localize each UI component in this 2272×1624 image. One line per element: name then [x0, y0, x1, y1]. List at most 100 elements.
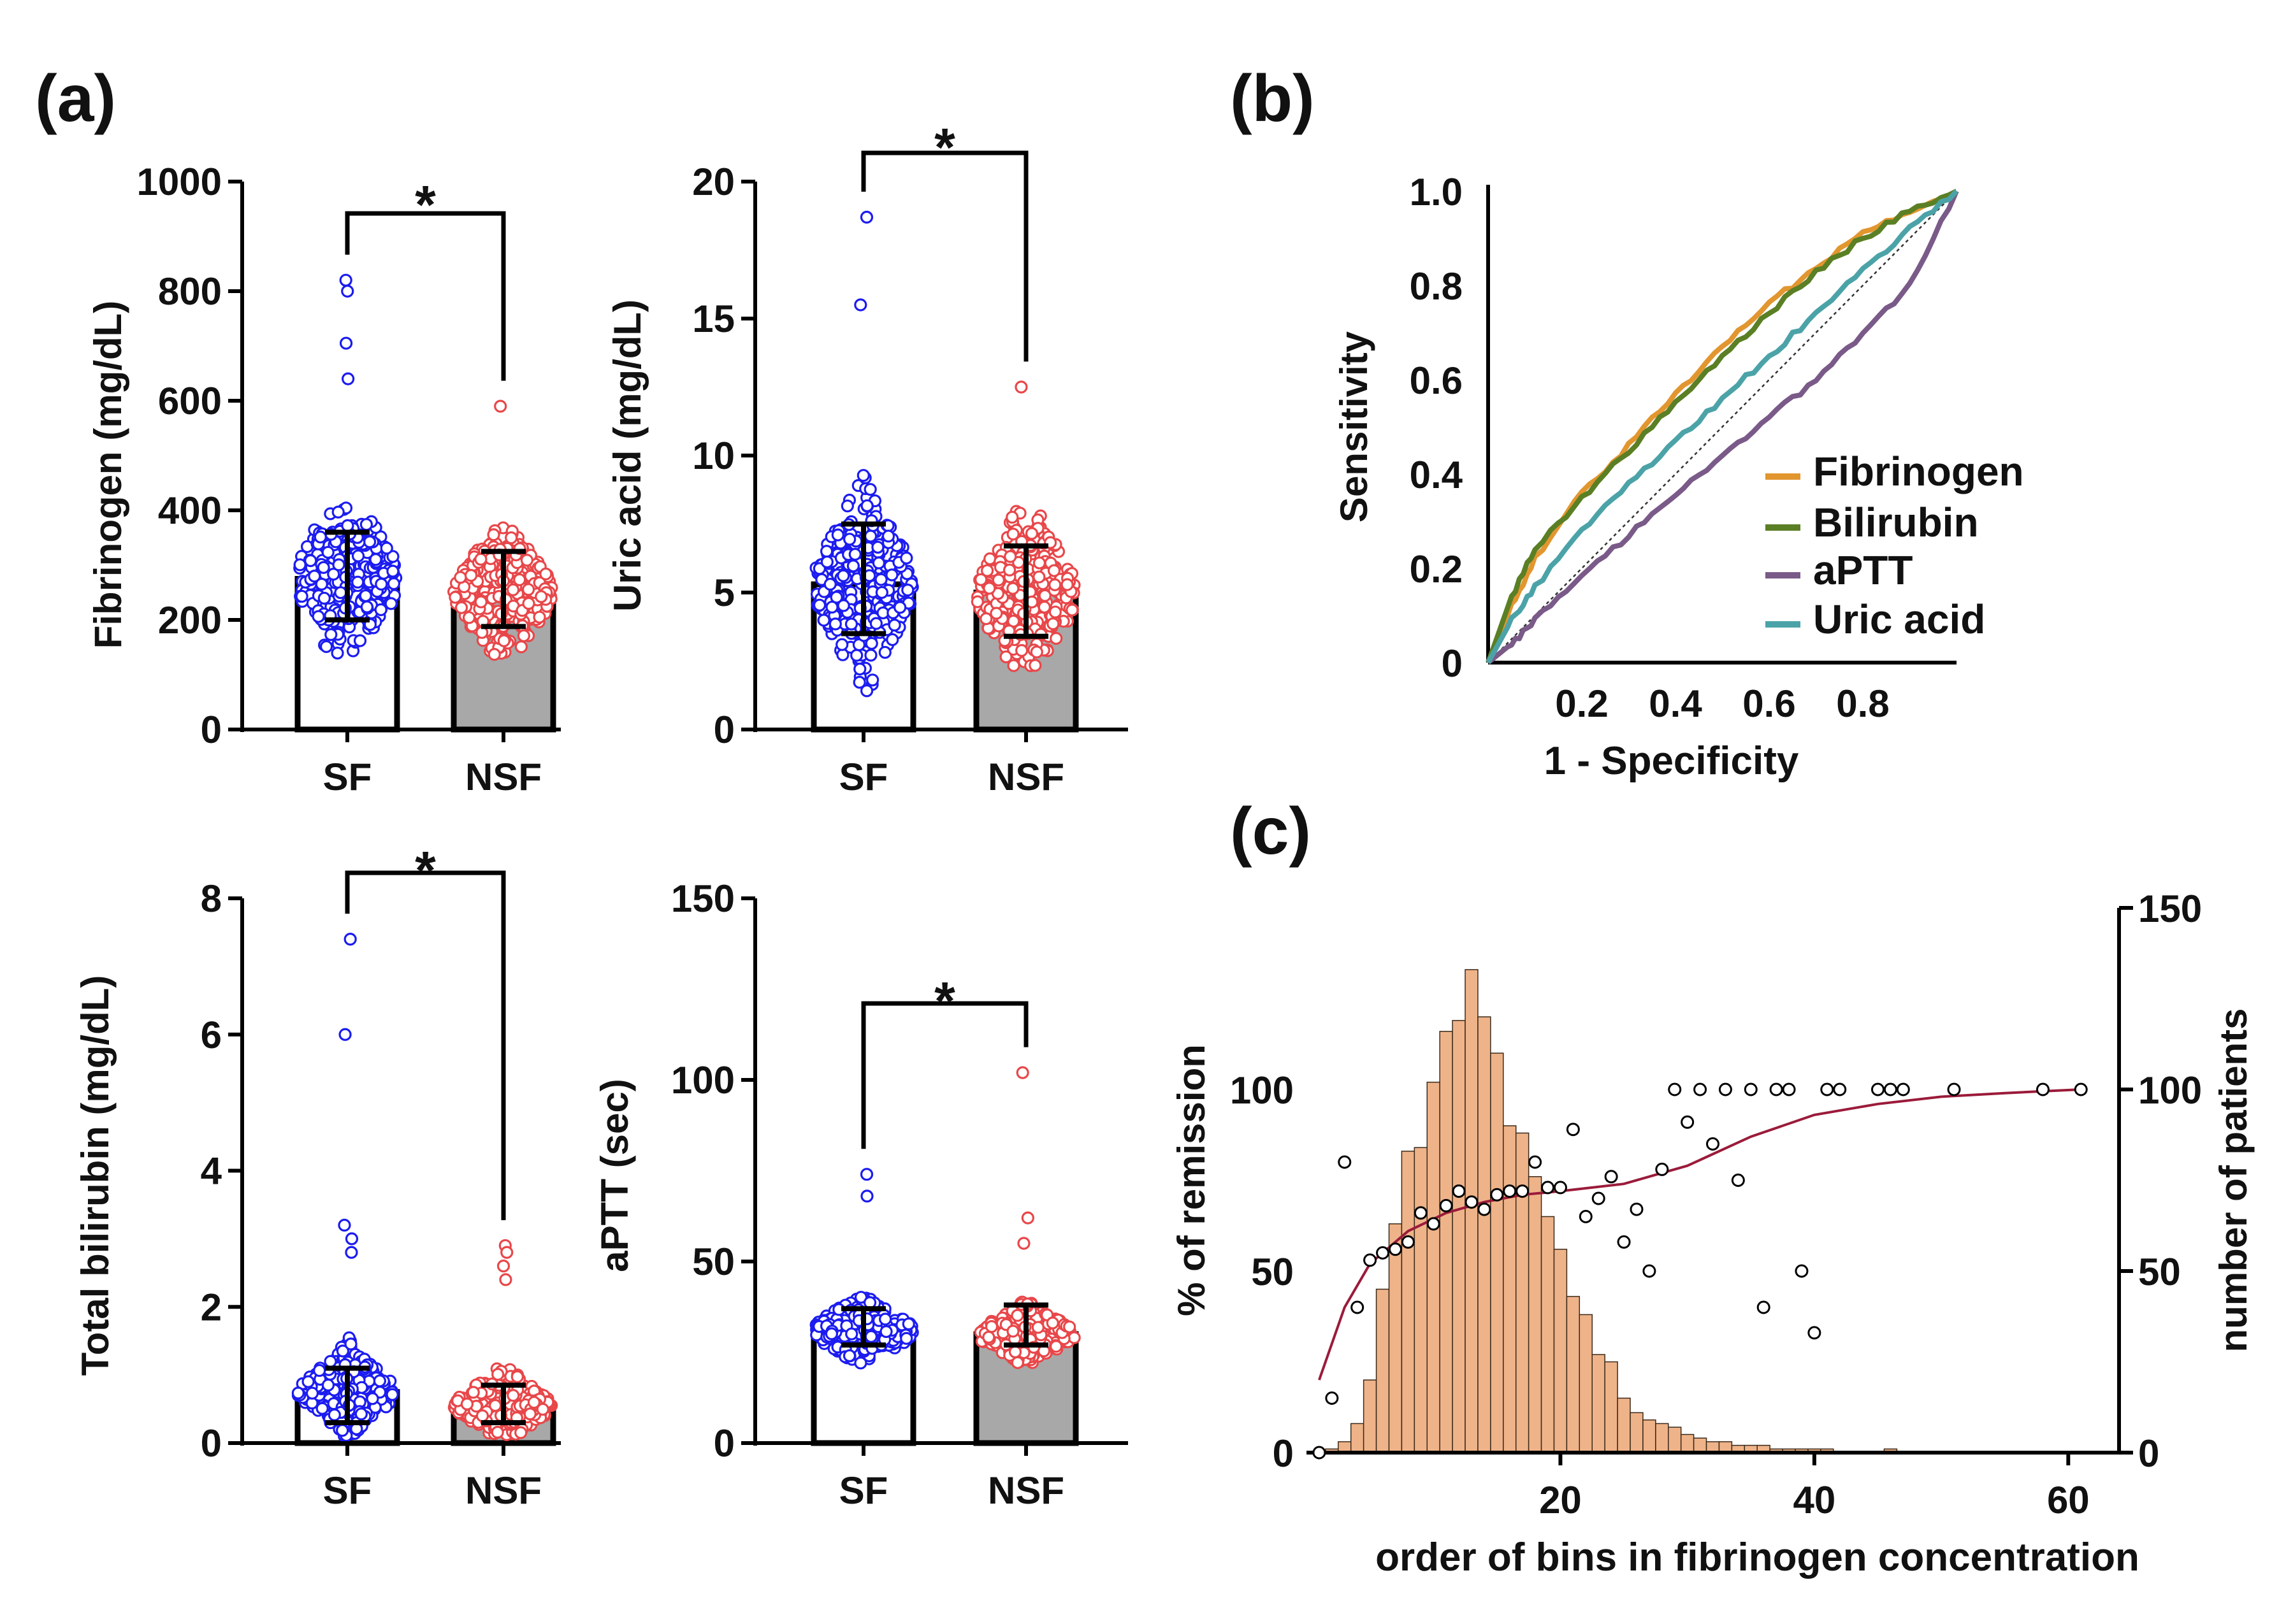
point-sf: [319, 640, 333, 654]
point-sf: [864, 529, 878, 543]
point-sf: [314, 530, 327, 543]
outlier-point-nsf: [1016, 1066, 1029, 1079]
x-tick-label: 0.4: [1649, 682, 1702, 725]
point-nsf: [536, 1402, 549, 1416]
outlier-point-sf: [339, 273, 352, 287]
histogram-bar: [1363, 1379, 1377, 1453]
histogram-bar: [1642, 1419, 1656, 1453]
significance-star: *: [415, 840, 436, 900]
remission-point: [1465, 1195, 1479, 1209]
point-nsf: [983, 582, 996, 595]
point-sf: [386, 550, 400, 563]
point-nsf: [1031, 1321, 1045, 1334]
point-sf: [860, 499, 874, 512]
point-nsf: [999, 650, 1013, 664]
point-sf: [857, 469, 870, 482]
remission-point: [1782, 1082, 1796, 1096]
point-sf: [848, 547, 862, 561]
point-sf: [359, 518, 373, 531]
point-nsf: [974, 573, 988, 586]
point-nsf: [982, 1330, 995, 1344]
point-sf: [843, 533, 857, 546]
point-sf: [881, 529, 895, 543]
y-tick-label: 2: [201, 1286, 222, 1328]
y-tick-label: 0: [714, 708, 735, 751]
point-nsf: [1006, 1325, 1020, 1338]
point-sf: [846, 559, 860, 573]
remission-point: [1947, 1082, 1961, 1096]
point-nsf: [1063, 1320, 1076, 1333]
point-sf: [874, 573, 888, 586]
outlier-point-sf: [344, 933, 357, 946]
point-sf: [885, 568, 899, 582]
point-sf: [328, 1408, 341, 1421]
point-sf: [334, 586, 347, 600]
point-sf: [888, 619, 901, 632]
remission-histogram-chart: 20 40 60 0 50 100 0 50 100 150 order of bins in fi…: [1170, 887, 2255, 1579]
point-sf: [315, 1402, 329, 1415]
point-nsf: [497, 634, 510, 647]
histogram-bar: [1465, 969, 1479, 1453]
point-nsf: [1011, 1356, 1024, 1369]
y-axis-label: aPTT (sec): [593, 1079, 636, 1272]
point-nsf: [1046, 1316, 1059, 1330]
point-sf: [375, 577, 388, 591]
point-sf: [317, 561, 330, 574]
y-tick-label: 400: [158, 489, 222, 532]
point-nsf: [462, 611, 476, 624]
remission-point: [1795, 1264, 1809, 1278]
remission-point: [1553, 1181, 1567, 1195]
point-sf: [900, 1332, 913, 1345]
point-sf: [366, 1392, 379, 1405]
point-nsf: [506, 583, 520, 596]
point-sf: [836, 648, 850, 661]
x-tick-label-nsf: NSF: [988, 1469, 1064, 1512]
point-sf: [813, 598, 827, 612]
histogram-bar: [1477, 1016, 1491, 1453]
point-sf: [836, 638, 849, 651]
y-tick-label: 1000: [137, 161, 222, 203]
point-nsf: [474, 595, 488, 608]
significance-star: *: [934, 971, 955, 1031]
point-sf: [321, 1378, 335, 1392]
point-sf: [369, 553, 382, 566]
point-sf: [332, 558, 345, 571]
x-tick-label-sf: SF: [839, 756, 888, 798]
remission-point: [1566, 1123, 1580, 1137]
remission-point: [1642, 1264, 1656, 1278]
y-axis-label: Uric acid (mg/dL): [606, 299, 649, 612]
point-nsf: [1007, 659, 1020, 672]
x-tick-label: 20: [1539, 1479, 1582, 1521]
point-sf: [872, 556, 886, 570]
point-sf: [864, 649, 878, 662]
point-sf: [374, 603, 387, 617]
point-sf: [331, 646, 344, 660]
remission-point: [1833, 1082, 1847, 1096]
point-nsf: [507, 1389, 520, 1402]
point-sf: [351, 575, 365, 589]
point-nsf: [1066, 603, 1079, 617]
remission-point: [1655, 1162, 1669, 1176]
point-nsf: [514, 640, 528, 654]
y-tick-label: 0: [201, 1422, 222, 1465]
point-sf: [854, 1356, 867, 1370]
x-axis-label: order of bins in fibrinogen concentratio…: [1375, 1535, 2139, 1579]
histogram-bar: [1350, 1423, 1364, 1453]
point-nsf: [535, 590, 548, 603]
panel-label-c: (c): [1230, 794, 1311, 868]
point-sf: [879, 1312, 892, 1326]
y-tick-label: 0.4: [1410, 454, 1463, 496]
remission-point: [1376, 1246, 1390, 1260]
point-nsf: [1047, 564, 1061, 577]
point-sf: [331, 505, 345, 519]
y-tick-label: 600: [158, 380, 222, 422]
remission-point: [1731, 1174, 1745, 1187]
y-tick-label: 150: [671, 877, 735, 920]
histogram-bar: [1503, 1125, 1517, 1453]
histogram-bar: [1439, 1031, 1453, 1453]
point-sf: [817, 614, 830, 627]
significance-bracket: [345, 211, 506, 381]
remission-point: [1693, 1082, 1707, 1096]
outlier-point-nsf: [499, 1273, 512, 1286]
